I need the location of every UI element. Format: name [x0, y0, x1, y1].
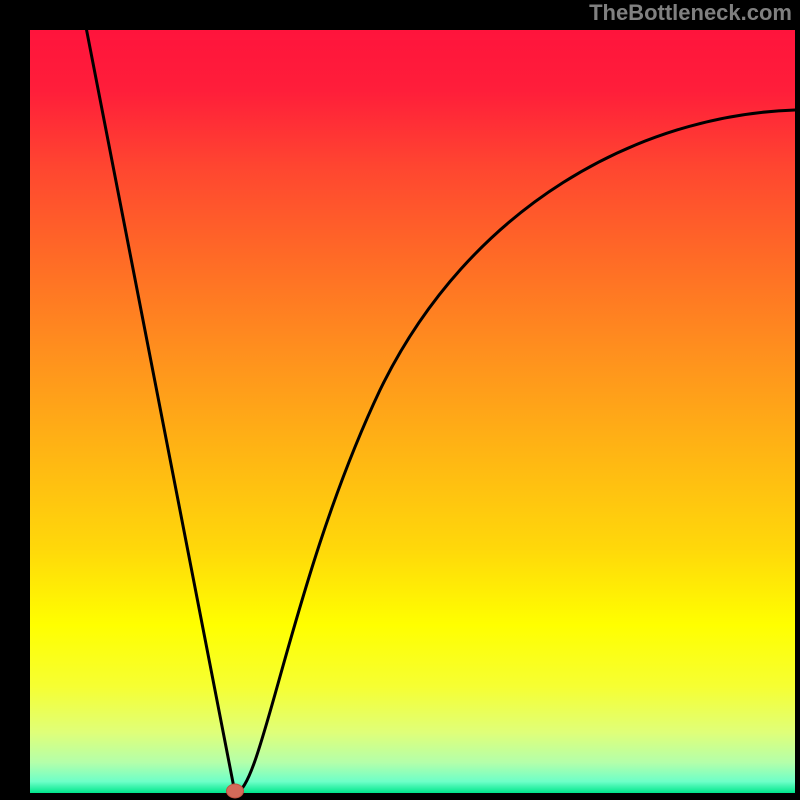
minimum-marker-dot	[226, 784, 244, 799]
chart-container: TheBottleneck.com	[0, 0, 800, 800]
watermark-text: TheBottleneck.com	[589, 0, 792, 26]
bottleneck-curve-svg	[0, 0, 800, 800]
bottleneck-curve-path	[85, 22, 795, 793]
